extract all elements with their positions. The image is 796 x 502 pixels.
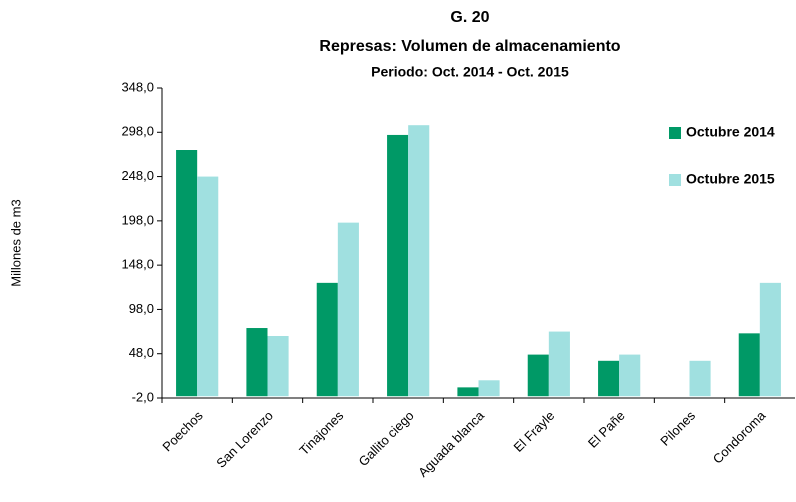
bar xyxy=(619,354,641,397)
legend-label: Octubre 2015 xyxy=(686,171,775,187)
x-tick-label: Pilones xyxy=(657,408,698,449)
bar xyxy=(548,331,570,397)
bar xyxy=(689,360,711,397)
legend-swatch xyxy=(669,127,681,139)
chart-title: G. 20 xyxy=(450,9,489,26)
legend-swatch xyxy=(669,174,681,186)
bar xyxy=(197,176,219,397)
y-tick-label: 98,0 xyxy=(129,301,154,316)
bar xyxy=(176,150,198,397)
bar xyxy=(387,134,409,397)
x-tick-label: San Lorenzo xyxy=(213,408,276,471)
y-tick-label: -2,0 xyxy=(132,389,154,404)
bar xyxy=(267,336,289,397)
bar xyxy=(316,282,338,397)
x-tick-label: Aguada blanca xyxy=(415,407,487,479)
y-tick-label: 348,0 xyxy=(121,79,154,94)
y-tick-label: 198,0 xyxy=(121,212,154,227)
bar xyxy=(759,282,781,397)
chart-period: Periodo: Oct. 2014 - Oct. 2015 xyxy=(371,64,569,80)
bar xyxy=(457,387,479,397)
bar xyxy=(408,125,430,397)
chart-subtitle: Represas: Volumen de almacenamiento xyxy=(319,38,620,55)
x-tick-label: Condoroma xyxy=(710,407,769,466)
x-tick-label: El Frayle xyxy=(511,408,558,455)
bar xyxy=(738,333,760,397)
y-tick-label: 148,0 xyxy=(121,257,154,272)
y-tick-label: 298,0 xyxy=(121,124,154,139)
x-tick-label: Poechos xyxy=(159,408,206,455)
x-tick-label: El Pañe xyxy=(585,408,628,451)
bar xyxy=(337,222,359,397)
y-axis-label: Millones de m3 xyxy=(8,199,23,286)
y-tick-label: 248,0 xyxy=(121,168,154,183)
bar xyxy=(246,328,268,397)
bar xyxy=(478,380,500,397)
bar xyxy=(598,360,620,397)
x-tick-label: Gallito ciego xyxy=(356,408,417,469)
legend-label: Octubre 2014 xyxy=(686,124,775,140)
x-tick-label: Tinajones xyxy=(296,408,346,458)
bar xyxy=(527,354,549,397)
y-tick-label: 48,0 xyxy=(129,345,154,360)
